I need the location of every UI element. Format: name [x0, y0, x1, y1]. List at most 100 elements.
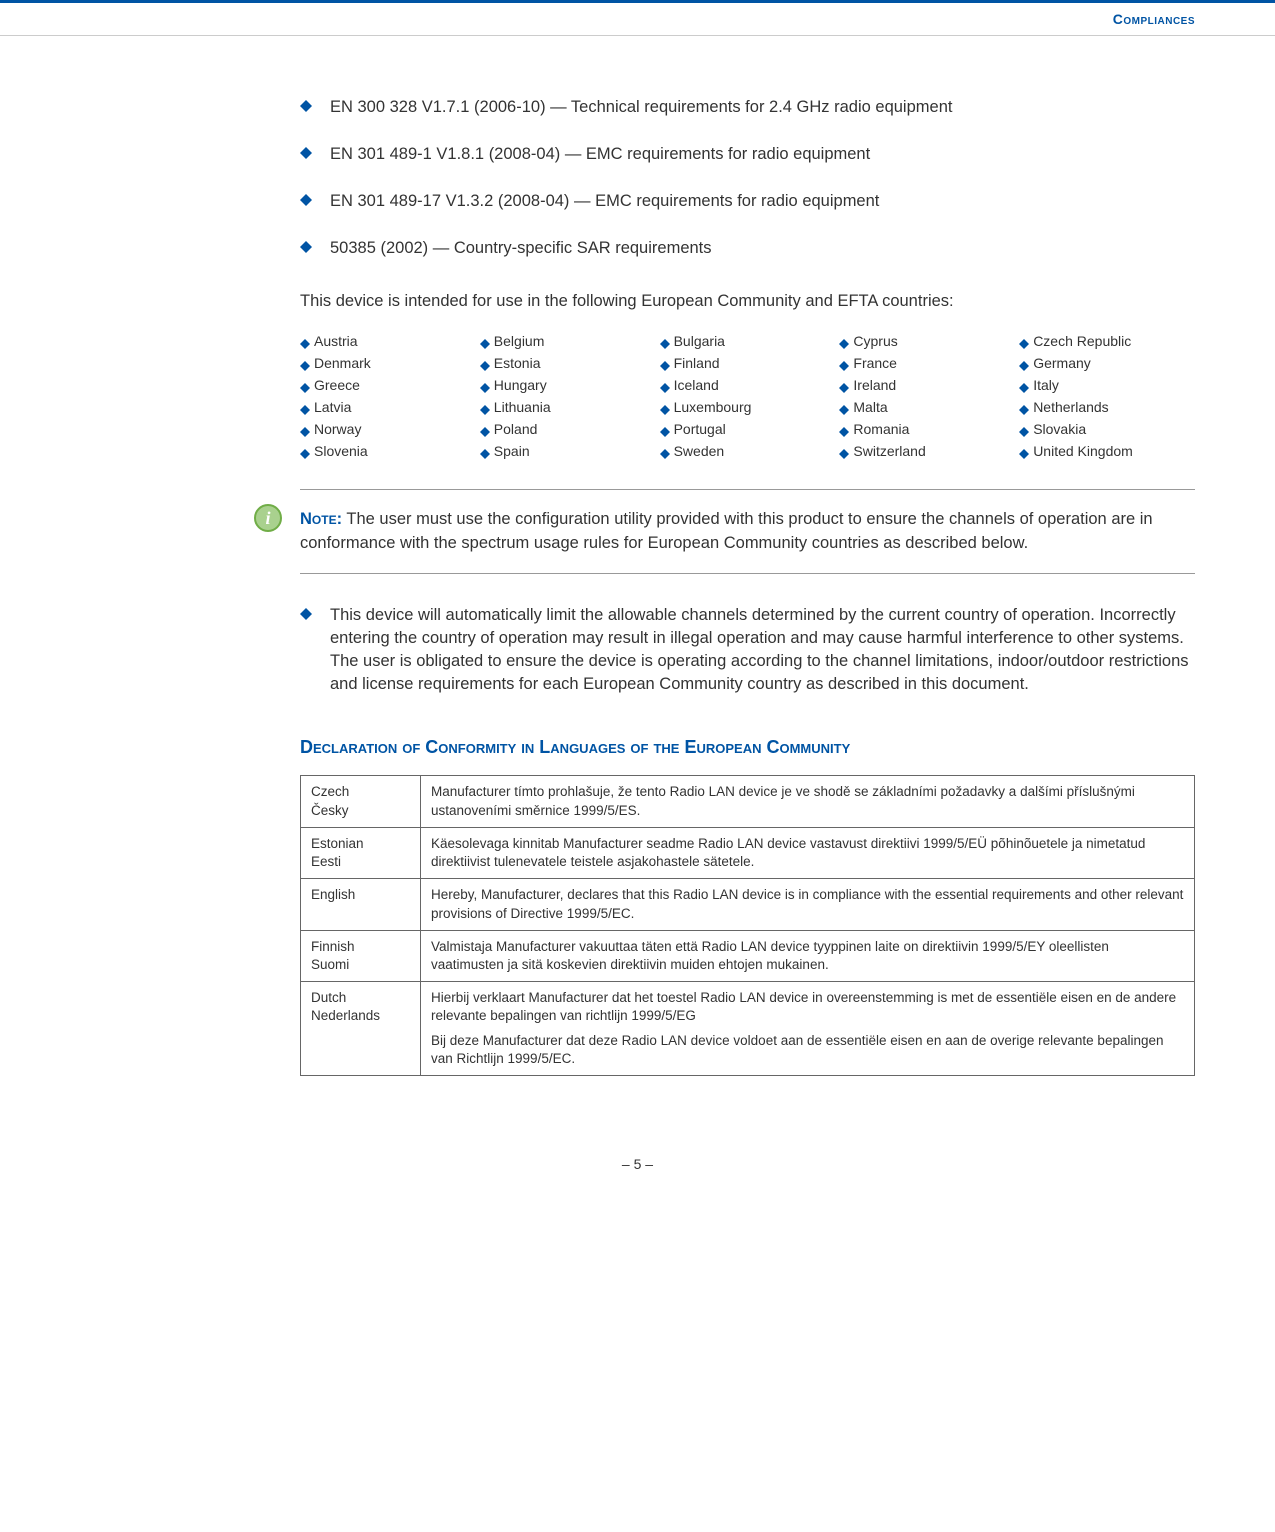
diamond-icon — [300, 336, 310, 346]
country-item: Czech Republic — [1019, 333, 1195, 349]
diamond-icon — [1019, 380, 1029, 390]
country-item: Malta — [839, 399, 1015, 415]
declaration-paragraph: Hereby, Manufacturer, declares that this… — [431, 886, 1184, 922]
country-item: Sweden — [660, 443, 836, 459]
country-item: Lithuania — [480, 399, 656, 415]
country-item: Denmark — [300, 355, 476, 371]
lang-cell: Finnish Suomi — [301, 930, 421, 981]
country-name: Switzerland — [853, 443, 925, 459]
country-name: Sweden — [674, 443, 725, 459]
note-block: i Note: The user must use the configurat… — [300, 489, 1195, 573]
diamond-icon — [480, 358, 490, 368]
country-name: France — [853, 355, 897, 371]
country-item: Romania — [839, 421, 1015, 437]
country-name: Finland — [674, 355, 720, 371]
standards-list: EN 300 328 V1.7.1 (2006-10) — Technical … — [300, 96, 1195, 260]
declaration-paragraph: Bij deze Manufacturer dat deze Radio LAN… — [431, 1032, 1184, 1068]
lang-cell: Estonian Eesti — [301, 827, 421, 878]
diamond-icon — [839, 402, 849, 412]
list-item: EN 301 489-17 V1.3.2 (2008-04) — EMC req… — [300, 190, 1195, 213]
country-name: Malta — [853, 399, 887, 415]
diamond-icon — [1019, 446, 1029, 456]
diamond-icon — [660, 446, 670, 456]
country-item: Italy — [1019, 377, 1195, 393]
table-row: Finnish Suomi Valmistaja Manufacturer vak… — [301, 930, 1195, 981]
country-item: Iceland — [660, 377, 836, 393]
bullet-text: This device will automatically limit the… — [330, 606, 1189, 693]
country-name: Belgium — [494, 333, 545, 349]
country-name: Italy — [1033, 377, 1059, 393]
list-item: 50385 (2002) — Country-specific SAR requ… — [300, 237, 1195, 260]
note-body: The user must use the configuration util… — [300, 510, 1153, 551]
header-title: Compliances — [1113, 11, 1195, 27]
country-item: Ireland — [839, 377, 1015, 393]
note-label: Note: — [300, 510, 342, 528]
diamond-icon — [300, 446, 310, 456]
country-item: Belgium — [480, 333, 656, 349]
diamond-icon — [480, 336, 490, 346]
diamond-icon — [480, 380, 490, 390]
country-name: Germany — [1033, 355, 1091, 371]
diamond-icon — [660, 402, 670, 412]
country-item: Austria — [300, 333, 476, 349]
table-row: Dutch Nederlands Hierbij verklaart Manufa… — [301, 982, 1195, 1076]
diamond-icon — [480, 446, 490, 456]
list-item: EN 300 328 V1.7.1 (2006-10) — Technical … — [300, 96, 1195, 119]
country-grid: Austria Belgium Bulgaria Cyprus Czech Republ… — [300, 333, 1195, 459]
diamond-icon — [660, 336, 670, 346]
page-content: EN 300 328 V1.7.1 (2006-10) — Technical … — [0, 96, 1275, 1116]
declaration-paragraph: Hierbij verklaart Manufacturer dat het t… — [431, 989, 1184, 1025]
diamond-icon — [1019, 424, 1029, 434]
diamond-icon — [839, 424, 849, 434]
country-item: Portugal — [660, 421, 836, 437]
diamond-icon — [839, 336, 849, 346]
country-name: Bulgaria — [674, 333, 725, 349]
country-name: Greece — [314, 377, 360, 393]
diamond-icon — [660, 358, 670, 368]
diamond-icon — [839, 446, 849, 456]
text-cell: Manufacturer tímto prohlašuje, že tento … — [421, 776, 1195, 827]
country-name: Austria — [314, 333, 358, 349]
diamond-icon — [300, 358, 310, 368]
country-name: Hungary — [494, 377, 547, 393]
country-item: Netherlands — [1019, 399, 1195, 415]
intro-paragraph: This device is intended for use in the f… — [300, 290, 1195, 313]
lang-cell: Czech Česky — [301, 776, 421, 827]
page-number: – 5 – — [622, 1156, 653, 1172]
bullet-text: EN 301 489-17 V1.3.2 (2008-04) — EMC req… — [330, 192, 879, 210]
country-name: Ireland — [853, 377, 896, 393]
country-name: Romania — [853, 421, 909, 437]
country-item: Poland — [480, 421, 656, 437]
country-name: Iceland — [674, 377, 719, 393]
country-item: Slovakia — [1019, 421, 1195, 437]
text-cell: Käesolevaga kinnitab Manufacturer seadme… — [421, 827, 1195, 878]
country-name: United Kingdom — [1033, 443, 1133, 459]
diamond-icon — [300, 402, 310, 412]
diamond-icon — [660, 380, 670, 390]
diamond-icon — [839, 380, 849, 390]
bullet-text: EN 300 328 V1.7.1 (2006-10) — Technical … — [330, 98, 952, 116]
diamond-icon — [1019, 402, 1029, 412]
country-item: Cyprus — [839, 333, 1015, 349]
country-name: Estonia — [494, 355, 541, 371]
table-row: EnglishHereby, Manufacturer, declares th… — [301, 879, 1195, 930]
country-name: Czech Republic — [1033, 333, 1131, 349]
country-item: United Kingdom — [1019, 443, 1195, 459]
country-name: Cyprus — [853, 333, 897, 349]
diamond-icon — [300, 424, 310, 434]
text-cell: Hierbij verklaart Manufacturer dat het t… — [421, 982, 1195, 1076]
diamond-icon — [660, 424, 670, 434]
country-item: France — [839, 355, 1015, 371]
diamond-icon — [300, 380, 310, 390]
declaration-paragraph: Valmistaja Manufacturer vakuuttaa täten … — [431, 938, 1184, 974]
country-item: Germany — [1019, 355, 1195, 371]
diamond-icon — [300, 100, 312, 112]
diamond-icon — [480, 424, 490, 434]
header-rule — [0, 35, 1275, 36]
diamond-icon — [839, 358, 849, 368]
diamond-icon — [1019, 336, 1029, 346]
list-item: This device will automatically limit the… — [300, 604, 1195, 696]
lang-cell: Dutch Nederlands — [301, 982, 421, 1076]
country-name: Netherlands — [1033, 399, 1109, 415]
declaration-paragraph: Manufacturer tímto prohlašuje, že tento … — [431, 783, 1184, 819]
